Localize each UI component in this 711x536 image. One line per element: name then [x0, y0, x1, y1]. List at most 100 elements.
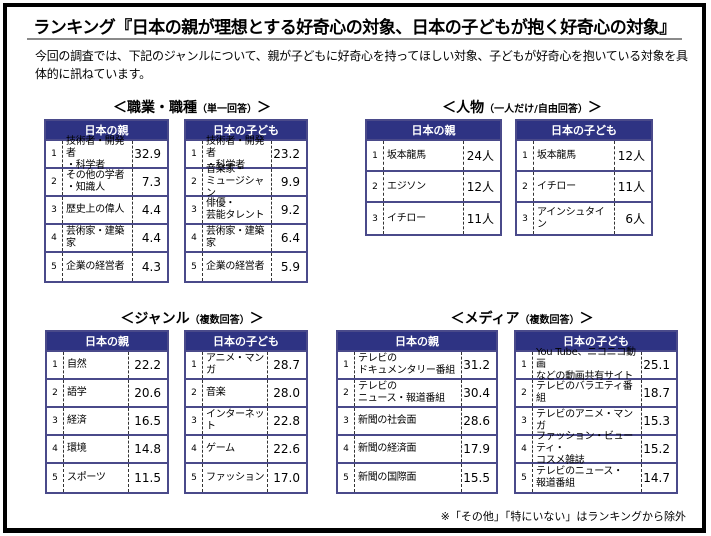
rank-number: 1 [522, 150, 528, 161]
item-name: テレビのバラエティ番組 [532, 380, 642, 406]
item-name: 企業の経営者 [202, 253, 272, 281]
item-name: ゲーム [202, 436, 268, 462]
item-value: 11.5 [134, 471, 161, 485]
item-value: 15.3 [643, 414, 670, 428]
item-name: 技術者・開発者 ・科学者 [202, 136, 272, 171]
table-genre-child: 日本の子ども 1 アニメ・マンガ 28.7 2 音楽 28.0 3 インターネット 22.8 4 ゲー… [184, 330, 308, 494]
item-name: 自然 [63, 352, 129, 378]
title-divider [27, 38, 682, 40]
rank-number: 1 [343, 360, 349, 370]
item-name: 語学 [63, 380, 129, 406]
item-name: 環境 [63, 436, 129, 462]
table-row: 5 ファッション 17.0 [186, 464, 306, 492]
item-value: 23.2 [273, 147, 300, 161]
table-row: 2 エジソン 12人 [367, 172, 500, 203]
table-row: 1 アニメ・マンガ 28.7 [186, 352, 306, 380]
rank-number: 3 [343, 416, 349, 426]
rank-number: 3 [372, 213, 378, 224]
table-occupation-parent: 日本の親 1 技術者・開発者 ・科学者 32.9 2 その他の学者 ・知識人 7.3 3 歴史上… [44, 119, 169, 283]
item-name: テレビのアニメ・マンガ [532, 408, 642, 434]
page-title: ランキング『日本の親が理想とする好奇心の対象、日本の子どもが抱く好奇心の対象』 [33, 18, 676, 38]
item-value: 4.4 [141, 231, 161, 245]
table-header: 日本の親 [367, 121, 500, 141]
section-title-text: ＜メディア [450, 311, 520, 327]
table-row: 4 ゲーム 22.6 [186, 436, 306, 464]
item-name: テレビのニュース・ 報道番組 [532, 464, 642, 492]
item-value: 4.4 [141, 203, 161, 217]
item-value: 9.2 [280, 203, 300, 217]
rank-number: 2 [191, 388, 197, 398]
table-header: 日本の親 [338, 332, 496, 352]
item-value: 17.9 [463, 442, 490, 456]
rank-number: 1 [52, 360, 58, 370]
table-occupation-child: 日本の子ども 1 技術者・開発者 ・科学者 23.2 2 音楽家・ ミュージシャン 9.9 3… [184, 119, 308, 283]
section-title-close: ＞ [249, 311, 264, 327]
table-row: 1 自然 22.2 [47, 352, 167, 380]
table-row: 1 坂本龍馬 12人 [517, 141, 651, 172]
table-media-parent: 日本の親 1 テレビの ドキュメンタリー番組 31.2 2 テレビの ニュース・報道番組 3… [336, 330, 498, 494]
item-name: 新聞の社会面 [354, 408, 462, 434]
section-subtitle: （複数回答） [189, 315, 250, 326]
rank-number: 5 [343, 473, 349, 483]
item-value: 22.6 [273, 442, 300, 456]
item-value: 4.3 [141, 260, 161, 274]
rank-number: 1 [372, 150, 378, 161]
item-value: 12人 [466, 179, 494, 194]
rank-number: 3 [52, 416, 58, 426]
rank-number: 2 [51, 177, 57, 187]
item-value: 11人 [617, 179, 645, 194]
table-row: 3 新聞の社会面 28.6 [338, 408, 496, 436]
item-value: 12人 [617, 148, 645, 163]
item-name: You Tube、ニコニコ動画 などの動画共有サイト [532, 347, 642, 382]
section-title-media: ＜メディア（複数回答）＞ [432, 308, 612, 328]
item-value: 9.9 [280, 175, 300, 189]
item-name: 坂本龍馬 [533, 141, 615, 170]
table-row: 2 その他の学者 ・知識人 7.3 [46, 169, 167, 197]
item-name: 企業の経営者 [62, 253, 133, 281]
rank-number: 3 [51, 205, 57, 215]
rank-number: 4 [343, 444, 349, 454]
item-name: テレビの ドキュメンタリー番組 [354, 352, 462, 378]
rank-number: 3 [521, 416, 527, 426]
section-title-person: ＜人物（一人だけ/自由回答）＞ [417, 97, 627, 117]
table-row: 1 技術者・開発者 ・科学者 23.2 [186, 136, 306, 171]
item-value: 5.9 [280, 260, 300, 274]
section-title-close: ＞ [257, 100, 271, 116]
rank-number: 4 [52, 444, 58, 454]
rank-number: 2 [522, 181, 528, 192]
rank-number: 1 [521, 360, 527, 370]
rank-number: 3 [191, 205, 197, 215]
document-frame: ランキング『日本の親が理想とする好奇心の対象、日本の子どもが抱く好奇心の対象』 … [3, 3, 706, 533]
table-header: 日本の子ども [186, 121, 306, 141]
rank-number: 4 [521, 444, 527, 454]
intro-text: 今回の調査では、下記のジャンルについて、親が子どもに好奇心を持ってほしい対象、子… [35, 49, 688, 81]
rank-number: 1 [191, 149, 197, 159]
table-row: 5 テレビのニュース・ 報道番組 14.7 [516, 464, 676, 492]
table-row: 2 イチロー 11人 [517, 172, 651, 203]
item-value: 11人 [466, 211, 494, 226]
item-name: ファッション [202, 464, 268, 492]
table-row: 1 技術者・開発者 ・科学者 32.9 [46, 136, 167, 171]
table-row: 3 テレビのアニメ・マンガ 15.3 [516, 408, 676, 436]
item-name: 芸術家・建築家 [202, 225, 272, 251]
table-row: 3 歴史上の偉人 4.4 [46, 197, 167, 225]
section-subtitle: （複数回答） [519, 315, 580, 326]
item-value: 25.1 [643, 358, 670, 372]
table-row: 3 インターネット 22.8 [186, 408, 306, 436]
item-value: 30.4 [463, 386, 490, 400]
rank-number: 4 [191, 444, 197, 454]
item-value: 24人 [466, 148, 494, 163]
rank-number: 4 [51, 233, 57, 243]
item-value: 14.7 [643, 471, 670, 485]
item-name: ファッション・ビューティ・ コスメ雑誌 [532, 431, 642, 466]
section-subtitle: （単一回答） [197, 104, 257, 115]
rank-number: 5 [52, 473, 58, 483]
section-title-genre: ＜ジャンル（複数回答）＞ [102, 308, 282, 328]
item-name: 坂本龍馬 [383, 141, 464, 170]
footnote: ※「その他」「特にいない」はランキングから除外 [440, 510, 686, 523]
table-row: 1 坂本龍馬 24人 [367, 141, 500, 172]
item-value: 7.3 [141, 175, 161, 189]
rank-number: 2 [52, 388, 58, 398]
item-value: 14.8 [134, 442, 161, 456]
rank-number: 2 [191, 177, 197, 187]
